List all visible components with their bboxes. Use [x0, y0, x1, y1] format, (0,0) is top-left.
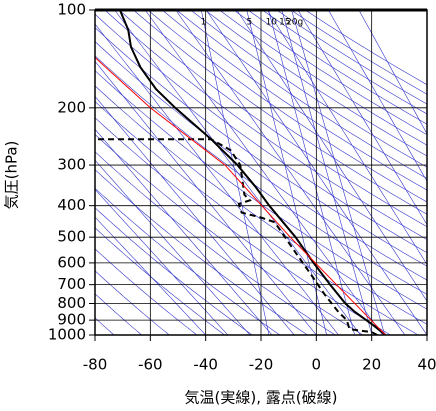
- dry-adiabat: [95, 85, 427, 325]
- y-axis-title: 気圧(hPa): [3, 141, 21, 210]
- moist-adiabat: [144, 10, 383, 335]
- mixing-ratio-label: 15: [279, 18, 290, 28]
- moist-adiabat: [297, 10, 427, 226]
- x-axis-title: 気温(実線), 露点(破線): [185, 389, 338, 407]
- background-lines: [95, 10, 427, 335]
- dry-adiabat: [95, 187, 281, 335]
- mixing-ratio-label: 20g: [286, 18, 303, 28]
- dry-adiabat: [95, 134, 364, 335]
- dry-adiabat: [190, 10, 427, 168]
- dry-adiabat: [95, 101, 419, 335]
- dry-adiabat: [104, 10, 427, 240]
- y-tick-label: 500: [57, 228, 86, 246]
- dry-adiabat: [95, 207, 253, 335]
- mixing-ratio-label: 1: [201, 18, 207, 28]
- dry-adiabat: [95, 270, 170, 335]
- mixing-ratio-label: 5: [246, 18, 252, 28]
- y-tick-label: 300: [57, 156, 86, 174]
- dry-adiabat: [95, 27, 427, 267]
- mixing-ratio-line: [281, 10, 373, 335]
- mixing-ratio-line: [268, 10, 355, 335]
- y-tick-label: 600: [57, 253, 86, 271]
- mixing-ratio-line: [291, 10, 386, 335]
- mixing-ratio-label: 10: [266, 18, 278, 28]
- dry-adiabat: [95, 70, 427, 310]
- x-tick-label: -20: [249, 356, 274, 374]
- dry-adiabat: [161, 10, 427, 191]
- dry-adiabat: [133, 10, 427, 215]
- dry-adiabat: [95, 248, 198, 335]
- dry-adiabat: [95, 151, 336, 335]
- moist-adiabat: [95, 188, 229, 335]
- moist-adiabat: [236, 10, 427, 302]
- x-tick-label: -40: [193, 356, 218, 374]
- x-tick-label: -80: [83, 356, 108, 374]
- mixing-ratio-line: [246, 10, 327, 335]
- dry-adiabat: [147, 10, 427, 203]
- y-tick-label: 100: [57, 1, 86, 19]
- dry-adiabat: [118, 10, 427, 228]
- dry-adiabat: [95, 293, 142, 335]
- dry-adiabat: [262, 10, 427, 115]
- x-tick-label: -60: [138, 356, 163, 374]
- moist-adiabat: [95, 216, 206, 335]
- x-tick-label: 0: [312, 356, 322, 374]
- moist-adiabat: [95, 159, 251, 335]
- dry-adiabat: [176, 10, 427, 179]
- dry-adiabat: [204, 10, 427, 157]
- dry-adiabat: [95, 227, 225, 335]
- dry-adiabat: [95, 169, 308, 335]
- x-tick-label: 20: [362, 356, 381, 374]
- dry-adiabat: [95, 13, 427, 254]
- profile-line: [95, 57, 386, 335]
- y-tick-label: 1000: [48, 326, 86, 344]
- y-tick-label: 900: [57, 311, 86, 329]
- profile-line: [118, 10, 387, 335]
- x-tick-label: 40: [417, 356, 436, 374]
- moist-adiabat: [95, 23, 339, 335]
- moist-adiabat: [175, 10, 406, 335]
- y-tick-label: 200: [57, 98, 86, 116]
- mixing-ratio-line: [200, 10, 270, 335]
- moist-adiabat: [328, 10, 427, 182]
- y-tick-label: 700: [57, 275, 86, 293]
- profiles: [95, 10, 387, 335]
- y-tick-label: 800: [57, 294, 86, 312]
- y-tick-label: 400: [57, 196, 86, 214]
- dry-adiabat: [219, 10, 427, 146]
- dewpoint-line: [95, 138, 378, 335]
- moist-adiabat: [205, 10, 427, 335]
- moist-adiabat: [267, 10, 427, 265]
